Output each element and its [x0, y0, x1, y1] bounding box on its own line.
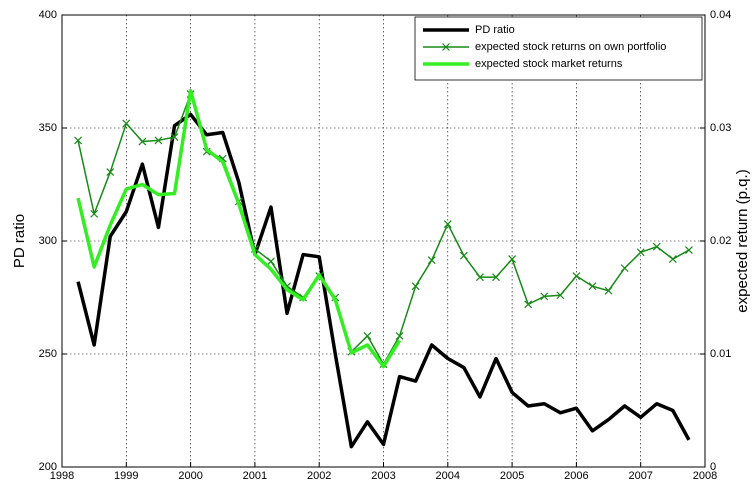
point-marker — [604, 286, 613, 295]
x-tick-label: 2003 — [371, 470, 395, 482]
x-tick-label: 2001 — [243, 470, 267, 482]
point-marker — [508, 255, 517, 264]
y-tick-label: 250 — [39, 348, 57, 360]
y-tick-label: 400 — [39, 9, 57, 21]
point-marker — [492, 273, 500, 282]
x-tick-label: 2008 — [693, 470, 717, 482]
point-marker — [652, 242, 661, 251]
x-tick-label: 1998 — [50, 470, 74, 482]
x-tick-label: 2004 — [436, 470, 460, 482]
point-marker — [459, 251, 468, 260]
point-marker — [685, 246, 693, 254]
plot-frame — [61, 14, 706, 468]
x-tick-label: 2002 — [307, 470, 331, 482]
point-marker — [395, 331, 404, 340]
point-marker — [122, 119, 131, 128]
y2-tick-label: 0.04 — [710, 9, 731, 21]
y-axis-label: PD ratio — [11, 214, 28, 268]
series-line — [76, 88, 402, 369]
x-tick-label: 2005 — [500, 470, 524, 482]
legend-label: expected stock market returns — [475, 58, 623, 70]
point-marker — [556, 291, 565, 300]
y-tick-label: 200 — [39, 461, 57, 473]
y-tick-label: 300 — [39, 235, 57, 247]
point-marker — [363, 331, 372, 340]
point-marker — [170, 133, 179, 141]
legend-box — [414, 16, 703, 81]
y2-tick-label: 0.02 — [710, 235, 731, 247]
point-marker — [443, 220, 452, 228]
x-tick-label: 2000 — [178, 470, 202, 482]
x-tick-label: 1999 — [114, 470, 138, 482]
y2-axis-label: expected return (p.q.) — [734, 169, 751, 312]
y-tick-label: 350 — [39, 122, 57, 134]
point-marker — [154, 136, 163, 145]
point-marker — [267, 257, 275, 266]
y2-tick-label: 0 — [710, 461, 716, 473]
point-marker — [620, 264, 629, 273]
point-marker — [668, 255, 677, 264]
point-marker — [476, 273, 484, 282]
point-marker — [540, 292, 549, 301]
legend-label: PD ratio — [475, 24, 515, 36]
point-marker — [572, 272, 581, 280]
point-marker — [90, 209, 99, 218]
legend-label: expected stock returns on own portfolio — [475, 41, 666, 53]
y2-tick-label: 0.01 — [710, 348, 731, 360]
y2-tick-label: 0.03 — [710, 122, 731, 134]
x-tick-label: 2006 — [564, 470, 588, 482]
point-marker — [106, 168, 115, 176]
point-marker — [74, 136, 82, 145]
point-marker — [427, 256, 436, 265]
point-marker — [138, 137, 147, 146]
point-marker — [636, 248, 645, 257]
legend-marker — [442, 43, 450, 51]
x-tick-label: 2007 — [628, 470, 652, 482]
point-marker — [524, 300, 533, 309]
point-marker — [411, 282, 420, 291]
point-marker — [588, 282, 597, 291]
